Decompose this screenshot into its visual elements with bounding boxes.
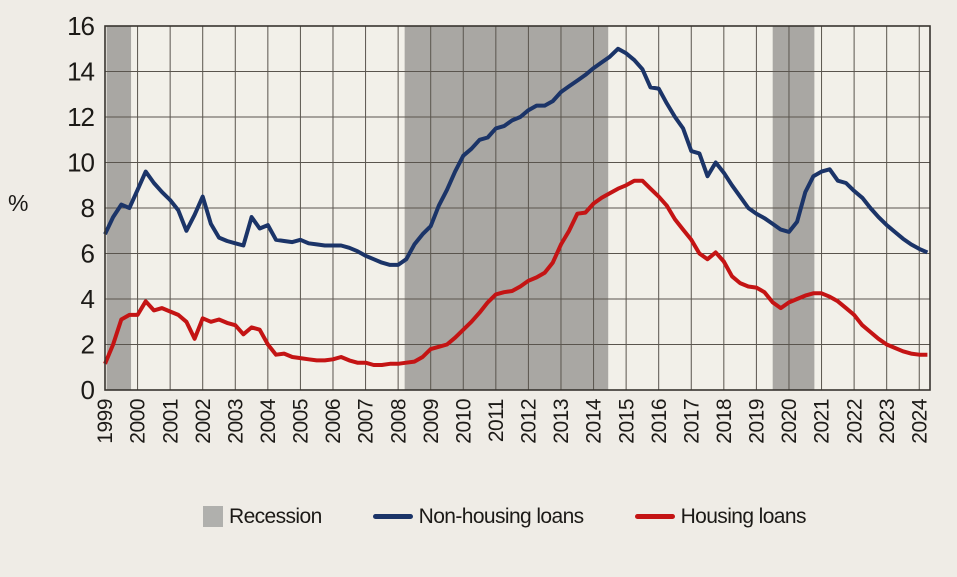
y-axis-tick-label: 6: [81, 239, 95, 269]
x-axis-tick-label: 2005: [290, 399, 313, 444]
x-axis-tick-label: 2004: [257, 398, 280, 444]
legend: Recession Non-housing loans Housing loan…: [203, 503, 806, 530]
legend-label-housing-loans: Housing loans: [680, 504, 807, 528]
plot-border: [104, 25, 931, 391]
x-axis-tick-label: 2016: [648, 399, 671, 444]
y-axis-tick-label: 16: [67, 11, 94, 41]
x-axis-tick-label: 2015: [615, 399, 638, 444]
recession-swatch-icon: [203, 506, 223, 527]
x-axis-tick-label: 2024: [908, 398, 931, 444]
legend-item-non-housing-loans: Non-housing loans: [372, 504, 585, 529]
non-housing-loans-line-swatch-icon: [372, 514, 413, 519]
x-axis-tick-label: 2000: [127, 399, 150, 444]
non-housing-loans-line: [103, 46, 929, 267]
x-axis-tick-label: 2008: [387, 399, 410, 444]
y-axis-tick-label: 12: [67, 102, 94, 132]
x-axis-tick-label: 2007: [355, 399, 378, 444]
legend-label-non-housing-loans: Non-housing loans: [418, 504, 585, 528]
housing-loans-line: [103, 178, 928, 367]
x-axis-tick-label: 2003: [224, 399, 247, 444]
x-axis-tick-label: 2001: [159, 399, 182, 444]
x-axis-tick-label: 2021: [811, 399, 834, 444]
x-axis-tick-label: 1999: [94, 399, 117, 444]
y-axis-tick-label: 14: [67, 57, 94, 87]
x-axis-tick-label: 2019: [746, 399, 769, 444]
x-axis-tick-label: 2014: [583, 398, 606, 444]
legend-item-recession: Recession: [203, 505, 322, 529]
y-axis-tick-label: 2: [81, 330, 95, 360]
x-axis-tick-label: 2017: [680, 399, 703, 444]
x-axis-tick-label: 2006: [322, 399, 345, 444]
housing-loans-line-swatch-icon: [634, 514, 675, 519]
y-axis-tick-label: 8: [81, 193, 95, 223]
x-axis-tick-label: 2020: [778, 399, 801, 444]
x-axis-tick-label: 2009: [420, 399, 443, 444]
y-axis-tick-label: 0: [81, 375, 95, 405]
x-axis-tick-label: 2011: [485, 399, 508, 442]
x-axis-tick-label: 2010: [452, 399, 475, 444]
y-axis-tick-label: 4: [81, 284, 95, 314]
legend-label-recession: Recession: [229, 504, 322, 528]
x-axis-tick-label: 2012: [518, 399, 541, 444]
x-axis-tick-label: 2018: [713, 399, 736, 444]
x-axis-tick-label: 2013: [550, 399, 573, 444]
x-axis-tick-label: 2023: [876, 399, 899, 444]
legend-item-housing-loans: Housing loans: [634, 504, 807, 529]
y-axis-unit-label: %: [8, 190, 28, 216]
x-axis-tick-label: 2002: [192, 399, 215, 444]
x-axis-tick-label: 2022: [843, 399, 866, 444]
y-axis-tick-label: 10: [67, 148, 94, 178]
